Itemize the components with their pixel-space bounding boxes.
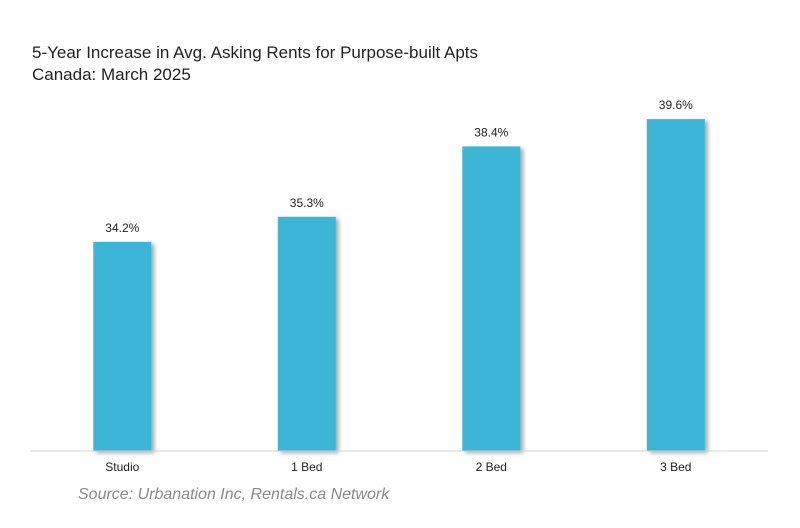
chart-title-block: 5-Year Increase in Avg. Asking Rents for… bbox=[32, 42, 478, 86]
bar-2-bed bbox=[462, 146, 521, 451]
bar-3-bed bbox=[646, 119, 705, 451]
x-tick-labels-group: Studio 1 Bed 2 Bed 3 Bed bbox=[105, 460, 691, 474]
x-tick-label: Studio bbox=[105, 460, 139, 474]
bars-group bbox=[93, 119, 705, 451]
bar-studio bbox=[93, 241, 152, 451]
x-tick-label: 3 Bed bbox=[660, 460, 691, 474]
x-tick-label: 2 Bed bbox=[476, 460, 507, 474]
chart-title: 5-Year Increase in Avg. Asking Rents for… bbox=[32, 43, 479, 62]
data-label: 35.3% bbox=[290, 196, 324, 210]
data-labels-group: 34.2% 35.3% 38.4% 39.6% bbox=[105, 98, 693, 235]
bar-1-bed bbox=[277, 216, 336, 451]
x-tick-label: 1 Bed bbox=[291, 460, 322, 474]
source-note: Source: Urbanation Inc, Rentals.ca Netwo… bbox=[78, 486, 390, 503]
chart-subtitle: Canada: March 2025 bbox=[32, 65, 191, 84]
data-label: 34.2% bbox=[105, 221, 139, 235]
data-label: 39.6% bbox=[659, 98, 693, 112]
data-label: 38.4% bbox=[474, 125, 508, 139]
